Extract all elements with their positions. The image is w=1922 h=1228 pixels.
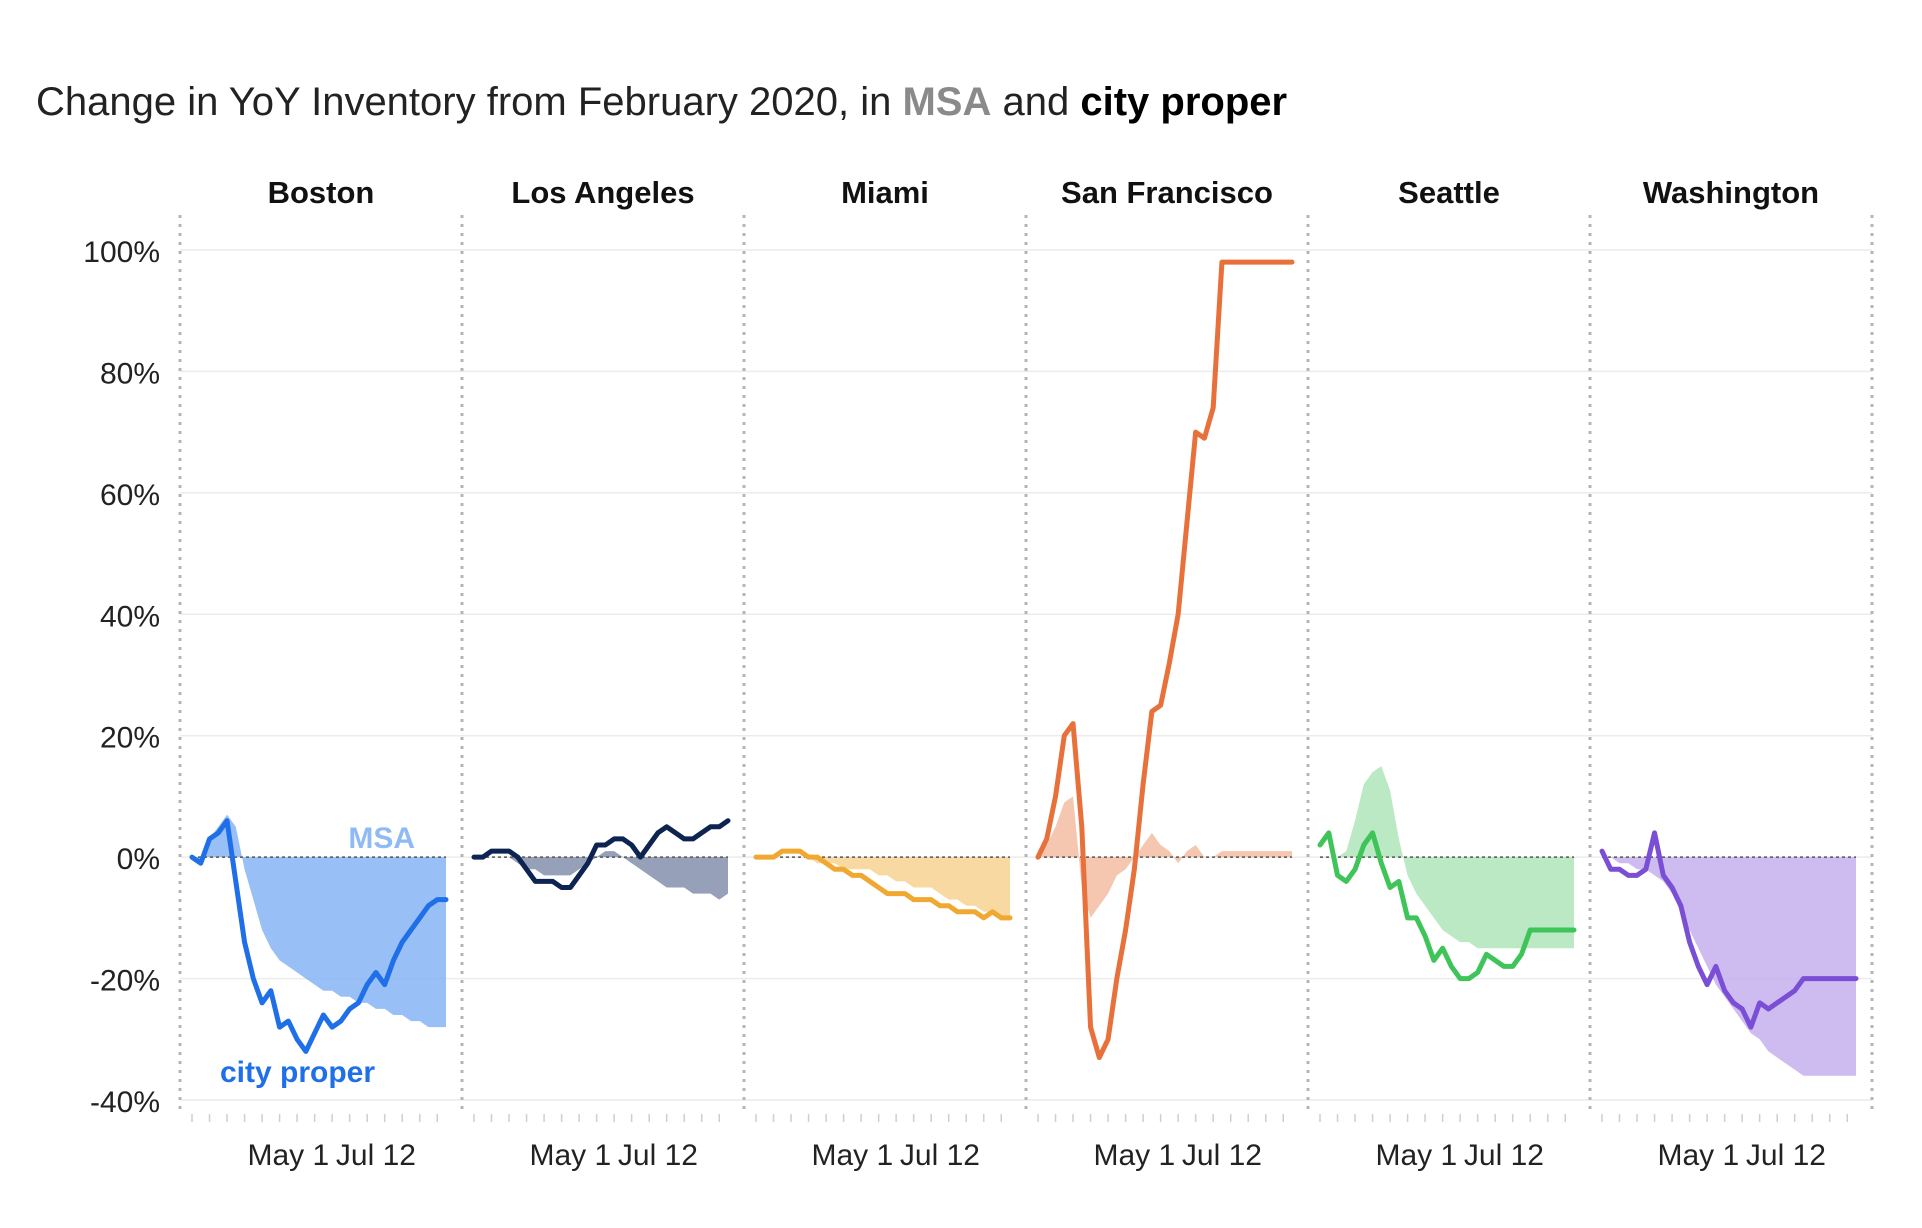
x-tick-label: May 1 — [247, 1139, 329, 1172]
x-tick-label: Jul 12 — [900, 1139, 980, 1172]
city-line — [189, 818, 449, 1054]
x-tick-label: Jul 12 — [1464, 1139, 1544, 1172]
msa-area — [756, 857, 1010, 918]
y-tick-label: 100% — [83, 236, 160, 269]
title-city: city proper — [1080, 80, 1288, 124]
chart-title: Change in YoY Inventory from February 20… — [36, 80, 1287, 125]
x-tick-label: Jul 12 — [1182, 1139, 1262, 1172]
y-tick-label: 40% — [100, 600, 160, 633]
title-and: and — [1002, 80, 1070, 124]
x-tick-label: Jul 12 — [618, 1139, 698, 1172]
y-tick-label: -40% — [90, 1086, 160, 1119]
panel-boston: Boston May 1 Jul 12 — [189, 175, 449, 1172]
panel-title: Miami — [841, 175, 929, 210]
x-tick-label: May 1 — [529, 1139, 611, 1172]
panel-title: San Francisco — [1061, 175, 1273, 210]
panel-san-francisco: San Francisco May 1 Jul 12 — [1035, 175, 1295, 1172]
msa-area — [192, 814, 446, 1028]
city-line — [753, 848, 1013, 921]
x-tick-label: Jul 12 — [1746, 1139, 1826, 1172]
msa-area — [474, 851, 728, 900]
y-tick-label: 60% — [100, 479, 160, 512]
x-tick-label: May 1 — [1375, 1139, 1457, 1172]
panel-title: Seattle — [1398, 175, 1500, 210]
x-tick-label: May 1 — [1093, 1139, 1175, 1172]
x-tick-label: May 1 — [1657, 1139, 1739, 1172]
city-line — [471, 818, 731, 890]
panel-seattle: Seattle May 1 Jul 12 — [1317, 175, 1577, 1172]
panel-miami: Miami May 1 Jul 12 — [753, 175, 1013, 1172]
title-prefix: Change in YoY Inventory from February 20… — [36, 80, 892, 124]
x-tick-label: May 1 — [811, 1139, 893, 1172]
y-tick-label: 0% — [117, 843, 160, 876]
city-line — [1599, 830, 1859, 1030]
annotation-city-proper: city proper — [220, 1056, 375, 1089]
panel-title: Washington — [1643, 175, 1819, 210]
panel-washington: Washington May 1 Jul 12 — [1599, 175, 1859, 1172]
x-tick-label: Jul 12 — [336, 1139, 416, 1172]
panel-title: Boston — [268, 175, 375, 210]
panel-title: Los Angeles — [511, 175, 694, 210]
panel-los-angeles: Los Angeles May 1 Jul 12 — [471, 175, 731, 1172]
annotation-msa: MSA — [348, 822, 415, 855]
city-line — [1317, 830, 1577, 982]
y-tick-label: 20% — [100, 722, 160, 755]
msa-area — [1320, 766, 1574, 949]
y-tick-label: 80% — [100, 357, 160, 390]
y-tick-label: -20% — [90, 965, 160, 998]
city-line — [1035, 259, 1295, 1060]
title-msa: MSA — [902, 80, 992, 124]
msa-area — [1602, 857, 1856, 1076]
